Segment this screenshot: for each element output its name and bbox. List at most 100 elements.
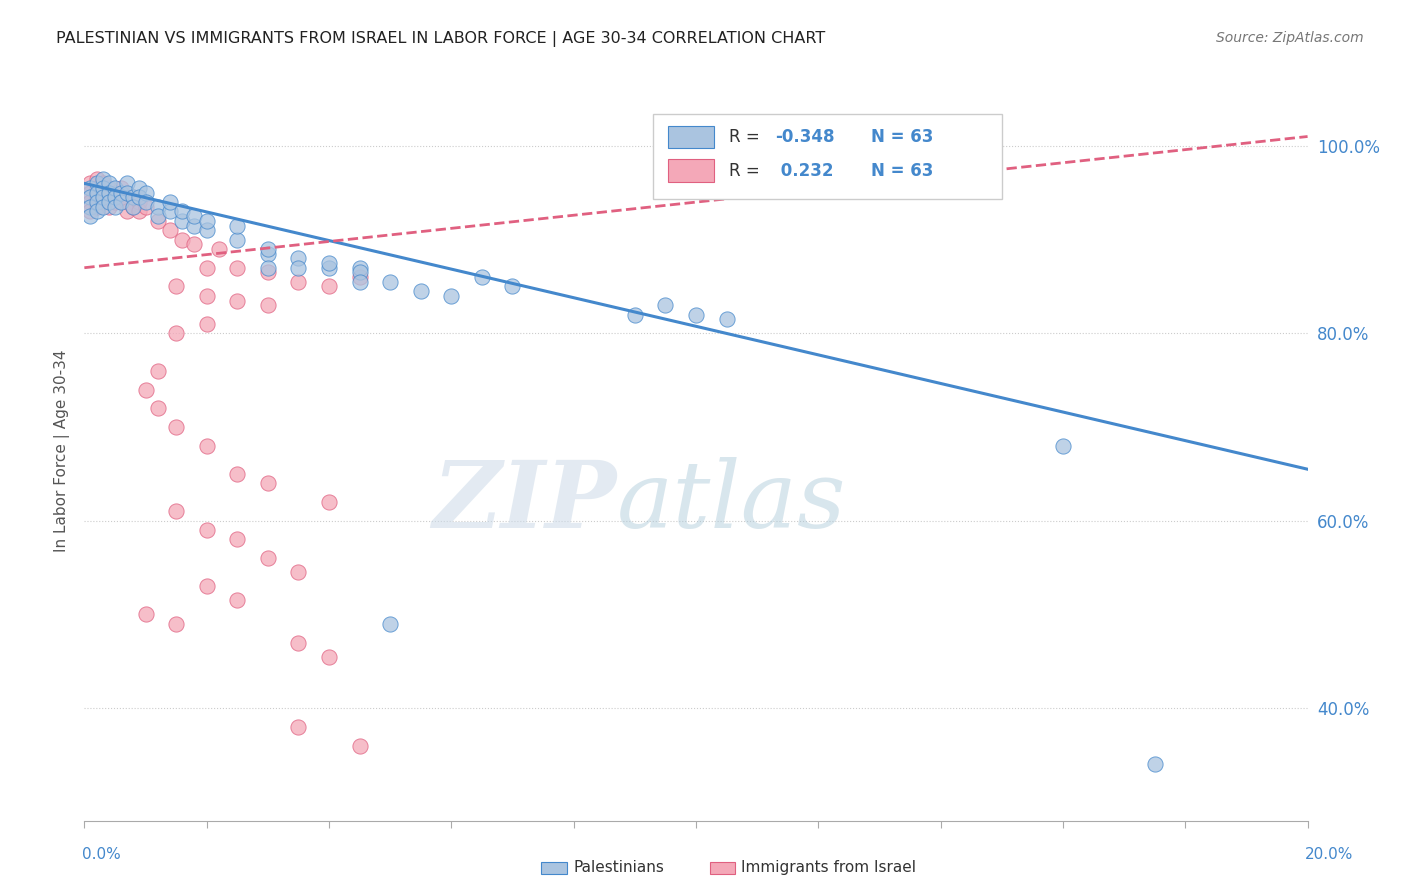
Point (440, 289, 463, 303)
Point (349, 275, 371, 289)
Point (159, 223, 181, 237)
Point (104, 190, 127, 204)
Point (257, 242, 280, 256)
Point (380, 275, 402, 289)
Text: R =: R = (728, 161, 765, 179)
Point (226, 233, 249, 247)
Point (349, 260, 371, 275)
Point (287, 252, 309, 266)
Point (172, 204, 194, 219)
Point (97, 181, 120, 195)
Text: atlas: atlas (616, 458, 846, 548)
Point (115, 186, 138, 200)
Point (287, 275, 309, 289)
Point (110, 190, 132, 204)
Point (183, 209, 205, 223)
Point (624, 308, 647, 322)
Point (91, 171, 114, 186)
Point (86, 195, 108, 210)
Point (86, 204, 108, 219)
Point (110, 181, 132, 195)
Text: Palestinians: Palestinians (574, 861, 665, 875)
Point (226, 533, 249, 547)
Point (318, 279, 340, 293)
Point (135, 383, 157, 397)
Point (97, 190, 120, 204)
Point (79, 195, 101, 210)
Point (257, 265, 280, 279)
Point (195, 260, 218, 275)
Point (716, 312, 738, 326)
Point (172, 214, 194, 228)
Point (349, 270, 371, 285)
Point (195, 214, 218, 228)
Y-axis label: In Labor Force | Age 30-34: In Labor Force | Age 30-34 (55, 349, 70, 552)
Point (226, 467, 249, 481)
Text: -0.348: -0.348 (776, 128, 835, 146)
Point (91, 177, 114, 191)
Point (110, 186, 132, 200)
Point (159, 195, 181, 210)
Point (91, 181, 114, 195)
Point (195, 223, 218, 237)
FancyBboxPatch shape (654, 113, 1002, 199)
Point (146, 209, 169, 223)
Point (104, 195, 127, 210)
Point (257, 260, 280, 275)
Point (226, 219, 249, 233)
Point (1052, 439, 1074, 453)
Point (79, 209, 101, 223)
Point (135, 186, 157, 200)
Text: Source: ZipAtlas.com: Source: ZipAtlas.com (1216, 31, 1364, 45)
Point (128, 195, 150, 210)
Point (86, 186, 108, 200)
Point (165, 326, 187, 341)
Point (287, 260, 309, 275)
Point (165, 504, 187, 518)
Point (183, 237, 205, 252)
Point (318, 495, 340, 509)
Text: N = 63: N = 63 (870, 161, 934, 179)
Point (91, 195, 114, 210)
Point (183, 219, 205, 233)
Point (380, 616, 402, 631)
Point (128, 190, 150, 204)
FancyBboxPatch shape (668, 126, 714, 148)
Text: 0.232: 0.232 (776, 161, 834, 179)
Point (226, 260, 249, 275)
Point (226, 593, 249, 607)
Point (91, 190, 114, 204)
Point (79, 204, 101, 219)
Point (104, 186, 127, 200)
Point (165, 420, 187, 434)
Point (409, 284, 432, 298)
Point (122, 200, 145, 214)
Point (97, 195, 120, 210)
Point (287, 720, 309, 734)
Point (115, 204, 138, 219)
Text: R =: R = (728, 128, 765, 146)
Point (79, 181, 101, 195)
Point (104, 181, 127, 195)
Point (287, 566, 309, 580)
Point (128, 204, 150, 219)
Point (97, 186, 120, 200)
Text: PALESTINIAN VS IMMIGRANTS FROM ISRAEL IN LABOR FORCE | AGE 30-34 CORRELATION CHA: PALESTINIAN VS IMMIGRANTS FROM ISRAEL IN… (56, 31, 825, 47)
Point (91, 200, 114, 214)
Point (318, 260, 340, 275)
Point (349, 265, 371, 279)
Point (226, 293, 249, 308)
FancyBboxPatch shape (668, 160, 714, 182)
Point (86, 200, 108, 214)
Point (195, 439, 218, 453)
Point (146, 364, 169, 378)
Point (146, 200, 169, 214)
Point (195, 579, 218, 593)
Point (287, 635, 309, 649)
Point (471, 270, 494, 285)
Text: 20.0%: 20.0% (1305, 847, 1353, 862)
Point (165, 279, 187, 293)
Point (146, 214, 169, 228)
Point (195, 523, 218, 537)
Point (86, 190, 108, 204)
